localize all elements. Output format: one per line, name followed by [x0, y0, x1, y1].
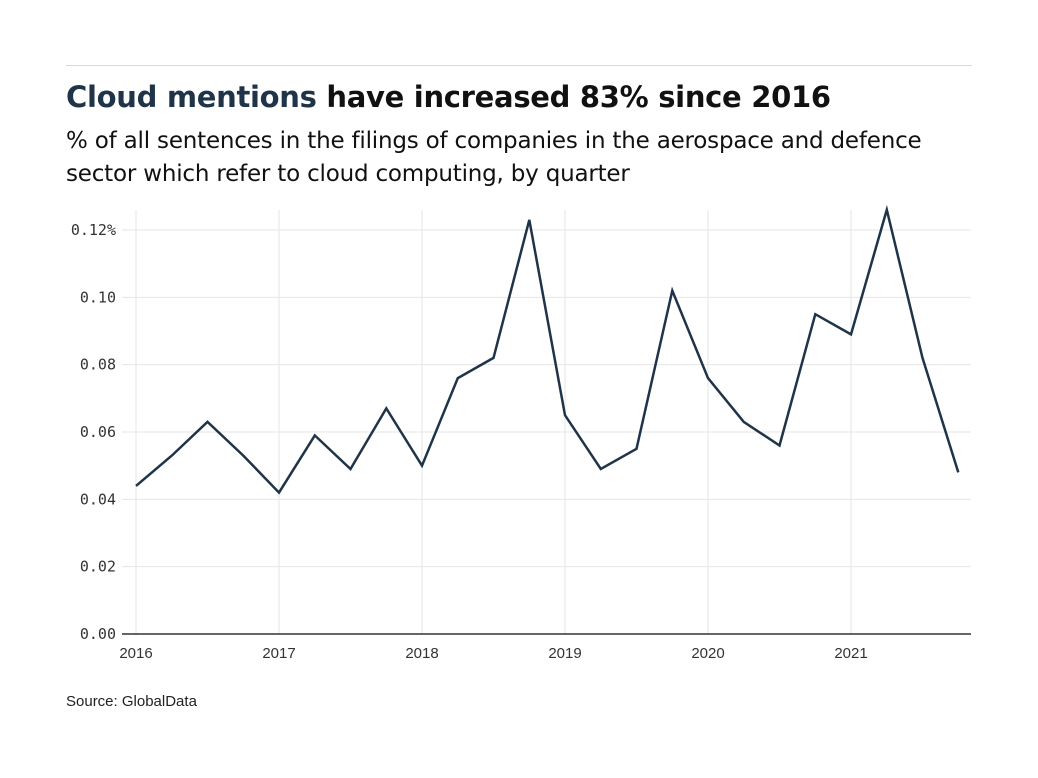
x-tick-label: 2019 — [548, 645, 581, 662]
top-rule — [66, 65, 972, 66]
x-tick-label: 2020 — [691, 645, 724, 662]
x-tick-label: 2021 — [834, 645, 867, 662]
x-tick-label: 2017 — [262, 645, 295, 662]
series-layer — [135, 204, 960, 495]
grid-layer — [122, 210, 971, 634]
y-tick-label: 0.06 — [80, 423, 116, 441]
label-layer: 0.00 0.02 0.04 0.06 0.08 0.10 0.12% 2016 2017 201… — [71, 221, 868, 662]
y-tick-label: 0.12% — [71, 221, 116, 239]
x-tick-label: 2018 — [405, 645, 438, 662]
y-tick-label: 0.10 — [80, 288, 116, 306]
chart-title: Cloud mentions have increased 83% since … — [66, 80, 831, 114]
x-tick-label: 2016 — [119, 645, 152, 662]
y-tick-label: 0.08 — [80, 356, 116, 374]
source-note: Source: GlobalData — [66, 693, 197, 710]
series-line — [135, 204, 960, 495]
title-highlight: Cloud mentions — [66, 80, 317, 114]
title-rest: have increased 83% since 2016 — [316, 80, 831, 114]
line-chart: 0.00 0.02 0.04 0.06 0.08 0.10 0.12% 2016 2017 201… — [71, 204, 971, 662]
y-tick-label: 0.04 — [80, 490, 116, 508]
y-tick-label: 0.02 — [80, 558, 116, 576]
y-tick-label: 0.00 — [80, 625, 116, 643]
chart-subtitle: % of all sentences in the filings of com… — [66, 128, 922, 187]
